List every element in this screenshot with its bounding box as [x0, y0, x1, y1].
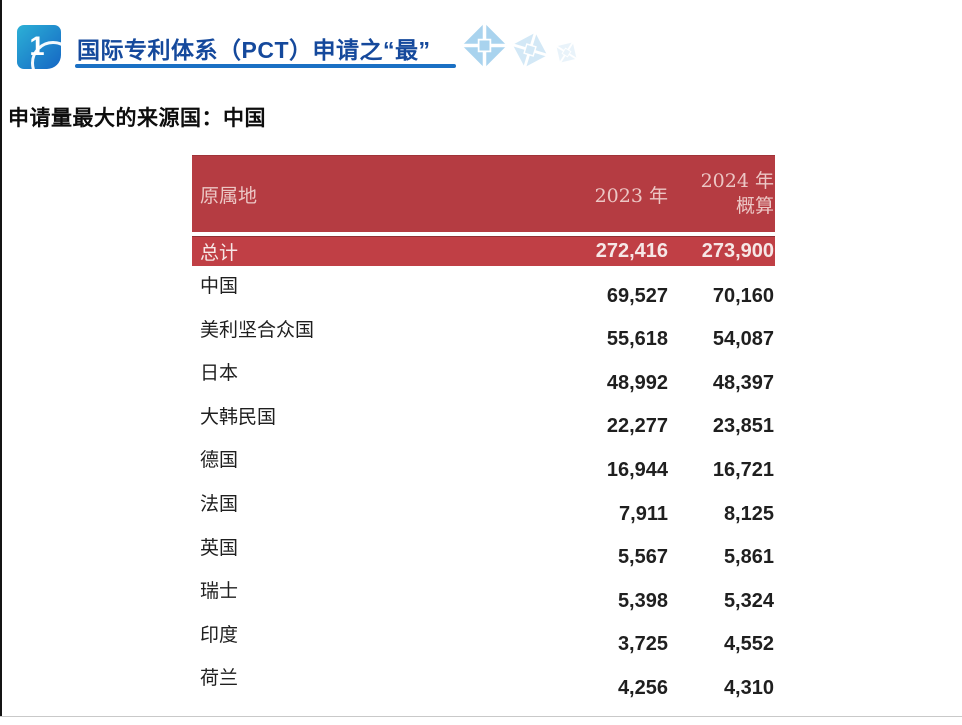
column-header-2024-line2: 概算	[735, 195, 774, 217]
value-2024-cell: 48,397	[712, 371, 774, 394]
table-row: 法国 7,911 8,125	[192, 486, 775, 530]
country-name-cell: 日本	[200, 362, 239, 385]
value-2024-cell: 4,310	[723, 676, 774, 699]
value-2023-cell: 5,567	[617, 546, 668, 569]
country-name-cell: 荷兰	[200, 667, 239, 690]
value-2023-cell: 7,911	[619, 502, 668, 525]
value-2023-cell: 5,398	[617, 589, 668, 612]
table-total-row: 总计 272,416 273,900	[192, 236, 775, 266]
column-header-origin: 原属地	[200, 184, 258, 207]
country-name-cell: 法国	[200, 492, 239, 515]
value-2024-cell: 70,160	[712, 284, 774, 307]
value-2024-cell: 23,851	[712, 415, 774, 438]
column-header-2023: 2023 年	[594, 184, 668, 207]
table-row: 德国 16,944 16,721	[192, 442, 775, 486]
value-2024-cell: 5,324	[723, 589, 774, 612]
country-name-cell: 中国	[200, 275, 239, 297]
decorative-sparkles	[461, 20, 579, 69]
value-2023-cell: 16,944	[606, 458, 668, 481]
value-2024-cell: 8,125	[723, 502, 774, 525]
section-number-badge: 1	[17, 25, 61, 69]
value-2023-cell: 48,992	[606, 371, 668, 394]
total-label: 总计	[200, 242, 239, 264]
value-2023-cell: 55,618	[606, 328, 668, 351]
title-underline	[75, 64, 456, 68]
value-2023-cell: 22,277	[606, 415, 668, 438]
total-value-2023: 272,416	[595, 240, 668, 262]
column-header-2024-line1: 2024 年	[700, 170, 774, 192]
table-row: 日本 48,992 48,397	[192, 355, 775, 399]
value-2023-cell: 4,256	[617, 676, 668, 699]
table-row: 印度 3,725 4,552	[192, 617, 775, 661]
value-2023-cell: 3,725	[617, 633, 668, 656]
column-header-2024-estimate: 2024 年 概算	[668, 169, 775, 219]
diamond-sparkle-icon	[512, 32, 548, 68]
country-name-cell: 德国	[200, 449, 239, 472]
country-name-cell: 印度	[200, 623, 239, 646]
section-title: 国际专利体系（PCT）申请之“最”	[77, 37, 431, 63]
country-name-cell: 英国	[200, 536, 239, 559]
diamond-sparkle-icon	[555, 41, 578, 64]
table-row: 中国 69,527 70,160	[192, 268, 775, 312]
bottom-divider-line	[0, 716, 962, 717]
country-name-cell: 美利坚合众国	[200, 318, 315, 341]
table-row: 荷兰 4,256 4,310	[192, 660, 775, 704]
diamond-sparkle-icon	[462, 23, 507, 68]
value-2024-cell: 5,861	[723, 546, 774, 569]
pct-origin-table: 原属地 2023 年 2024 年 概算 总计 272,416 273,900 …	[192, 155, 775, 704]
table-header-row: 原属地 2023 年 2024 年 概算	[192, 155, 775, 232]
country-name-cell: 大韩民国	[200, 405, 277, 428]
value-2024-cell: 16,721	[712, 458, 774, 481]
section-number: 1	[29, 30, 45, 61]
country-name-cell: 瑞士	[200, 580, 239, 603]
value-2024-cell: 54,087	[712, 328, 774, 351]
total-value-2024: 273,900	[701, 240, 774, 262]
table-body: 中国 69,527 70,160 美利坚合众国 55,618 54,087 日本…	[192, 266, 775, 704]
table-row: 美利坚合众国 55,618 54,087	[192, 312, 775, 356]
value-2023-cell: 69,527	[606, 284, 668, 307]
table-row: 瑞士 5,398 5,324	[192, 573, 775, 617]
value-2024-cell: 4,552	[723, 633, 774, 656]
table-row: 英国 5,567 5,861	[192, 530, 775, 574]
page-subtitle: 申请量最大的来源国：中国	[8, 107, 266, 130]
page-left-edge-line	[0, 0, 2, 716]
table-row: 大韩民国 22,277 23,851	[192, 399, 775, 443]
